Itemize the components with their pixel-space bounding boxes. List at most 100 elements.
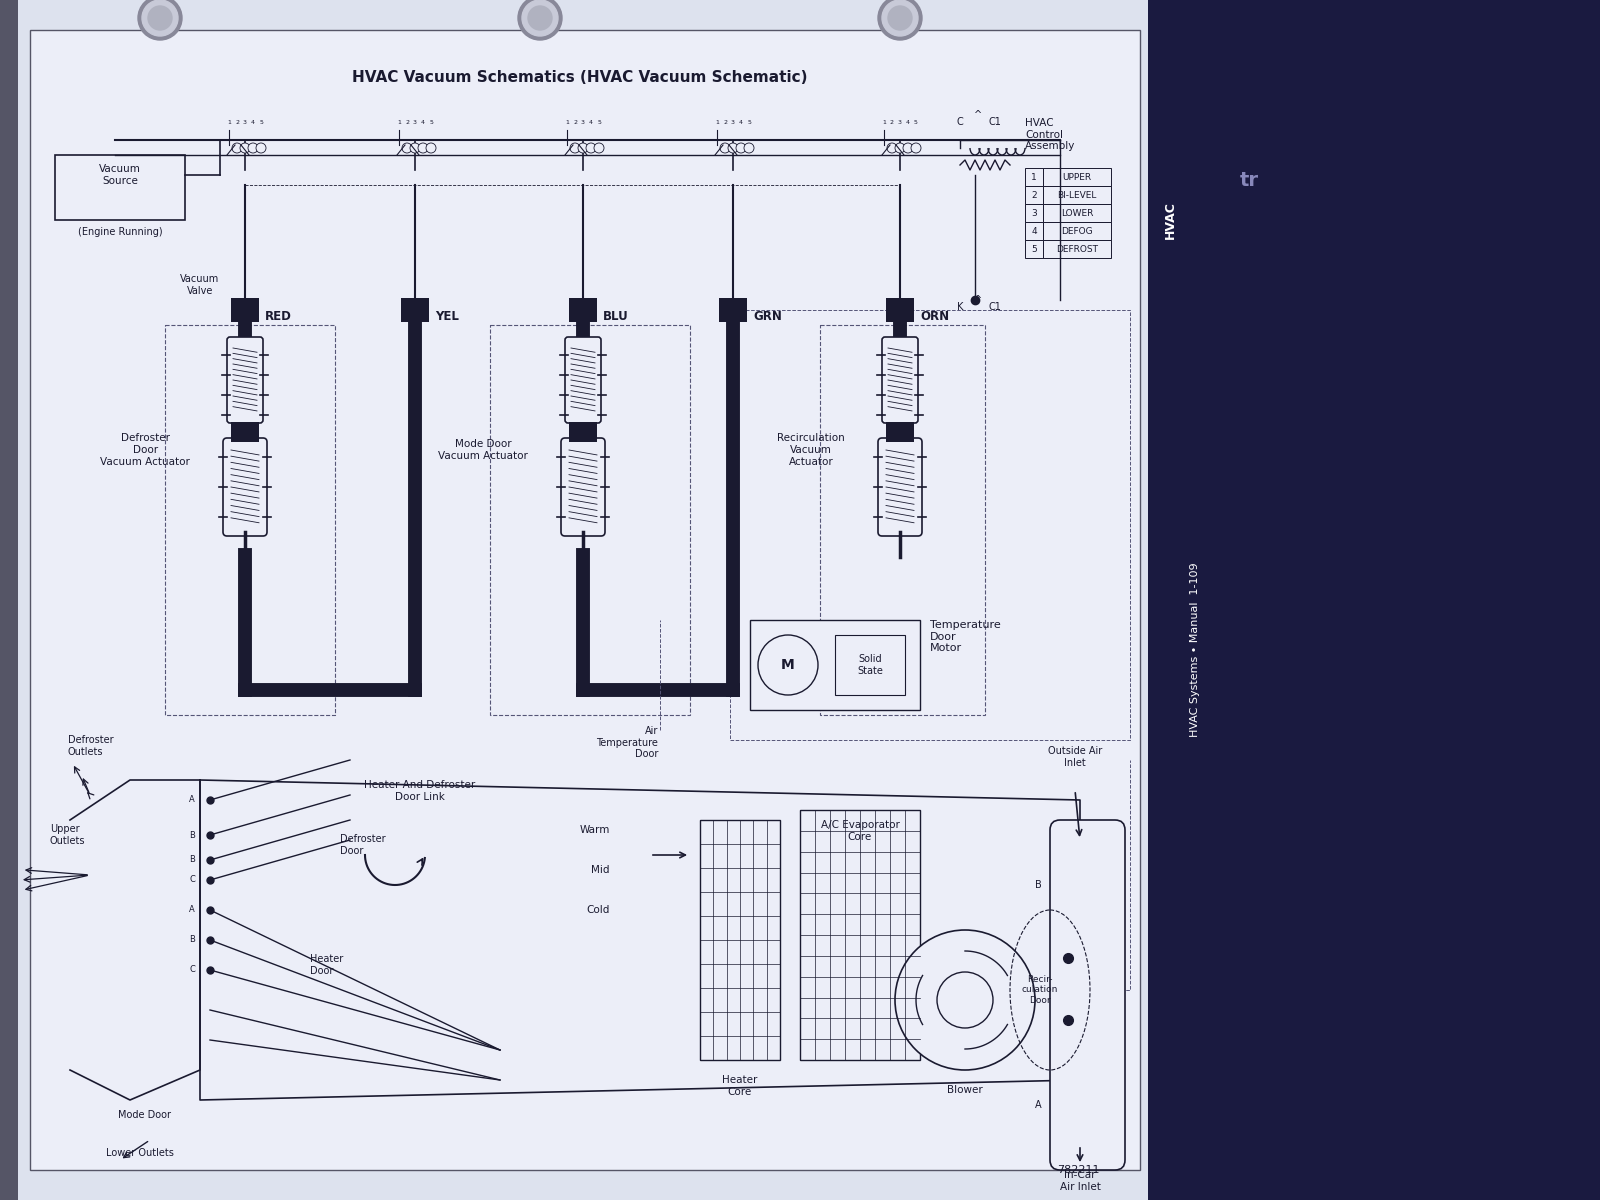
FancyBboxPatch shape [222,438,267,536]
Circle shape [240,143,250,152]
Text: 2: 2 [405,120,410,125]
Bar [1043,186,1110,204]
Circle shape [256,143,266,152]
Text: ^: ^ [974,295,982,305]
Circle shape [522,0,558,36]
Text: Vacuum
Valve: Vacuum Valve [181,275,219,295]
Text: M: M [781,658,795,672]
Text: A: A [189,796,195,804]
Circle shape [888,6,912,30]
FancyBboxPatch shape [565,337,602,422]
Text: tr: tr [1240,170,1259,190]
Bar [1043,240,1110,258]
Text: 1: 1 [1030,173,1037,181]
Text: A: A [189,906,195,914]
FancyBboxPatch shape [878,438,922,536]
Text: 2: 2 [1030,191,1037,199]
Text: 5: 5 [259,120,262,125]
Text: 1: 1 [227,120,230,125]
Text: Recirculation
Vacuum
Actuator: Recirculation Vacuum Actuator [778,433,845,467]
Text: BI-LEVEL: BI-LEVEL [1058,191,1096,199]
Bar [230,298,259,322]
Text: 2: 2 [235,120,238,125]
Text: Mode Door: Mode Door [118,1110,171,1120]
Text: Blower: Blower [947,1085,982,1094]
Bar [18,0,1149,1200]
Bar [570,422,597,442]
Text: A/C Evaporator
Core: A/C Evaporator Core [821,820,899,841]
Text: Lower Outlets: Lower Outlets [106,1148,174,1158]
Text: A: A [1035,1100,1042,1110]
Circle shape [594,143,605,152]
Text: 5: 5 [914,120,918,125]
Circle shape [894,143,906,152]
Text: Mid: Mid [592,865,610,875]
Text: 2: 2 [573,120,578,125]
Circle shape [142,0,178,36]
Text: 782211: 782211 [1058,1165,1101,1175]
Bar [1026,240,1043,258]
Bar [835,635,906,695]
Text: ORN: ORN [920,310,949,323]
Circle shape [528,6,552,30]
Text: 2: 2 [723,120,726,125]
Bar [490,325,690,715]
Bar [165,325,334,715]
Text: Temperature
Door
Motor: Temperature Door Motor [930,620,1000,653]
Text: K: K [957,302,963,312]
Text: C1: C1 [989,116,1002,127]
Circle shape [586,143,595,152]
Bar [1026,204,1043,222]
Text: UPPER: UPPER [1062,173,1091,181]
Text: Defroster
Door: Defroster Door [339,834,386,856]
Text: 3: 3 [731,120,734,125]
Circle shape [578,143,589,152]
Bar [0,0,18,1200]
Bar [570,298,597,322]
Circle shape [720,143,730,152]
Text: HVAC Vacuum Schematics (HVAC Vacuum Schematic): HVAC Vacuum Schematics (HVAC Vacuum Sche… [352,71,808,85]
Circle shape [728,143,738,152]
Circle shape [886,143,898,152]
Text: B: B [189,936,195,944]
Bar [30,30,1139,1170]
Text: Warm: Warm [579,826,610,835]
Text: C: C [189,876,195,884]
Text: 5: 5 [597,120,602,125]
Bar [1026,186,1043,204]
Text: 4: 4 [906,120,910,125]
Text: In-Car
Air Inlet: In-Car Air Inlet [1059,1170,1101,1192]
Text: Defroster
Door
Vacuum Actuator: Defroster Door Vacuum Actuator [101,433,190,467]
Circle shape [878,0,922,40]
Text: Defroster
Outlets: Defroster Outlets [67,736,114,757]
Text: 4: 4 [589,120,594,125]
Circle shape [410,143,419,152]
Text: Upper
Outlets: Upper Outlets [50,824,85,846]
Text: HVAC: HVAC [1163,202,1176,239]
Text: 3: 3 [413,120,418,125]
Text: LOWER: LOWER [1061,209,1093,217]
Bar [1043,168,1110,186]
Polygon shape [70,780,200,1100]
Text: Mode Door
Vacuum Actuator: Mode Door Vacuum Actuator [438,439,528,461]
Bar [718,298,747,322]
Bar [1043,222,1110,240]
Bar [750,620,920,710]
Circle shape [147,6,173,30]
Circle shape [744,143,754,152]
Text: B: B [1035,880,1042,890]
Text: 4: 4 [1030,227,1037,235]
Text: Recir-
culation
Door: Recir- culation Door [1022,976,1058,1004]
Text: C: C [957,116,963,127]
Text: 4: 4 [251,120,254,125]
Circle shape [232,143,242,152]
Text: 2: 2 [890,120,894,125]
Circle shape [938,972,994,1028]
Polygon shape [200,780,1080,1100]
Text: YEL: YEL [435,310,459,323]
Bar [886,298,914,322]
Text: HVAC Systems • Manual  1-109: HVAC Systems • Manual 1-109 [1190,563,1200,737]
Bar [402,298,429,322]
Text: 3: 3 [1030,209,1037,217]
Bar [819,325,986,715]
